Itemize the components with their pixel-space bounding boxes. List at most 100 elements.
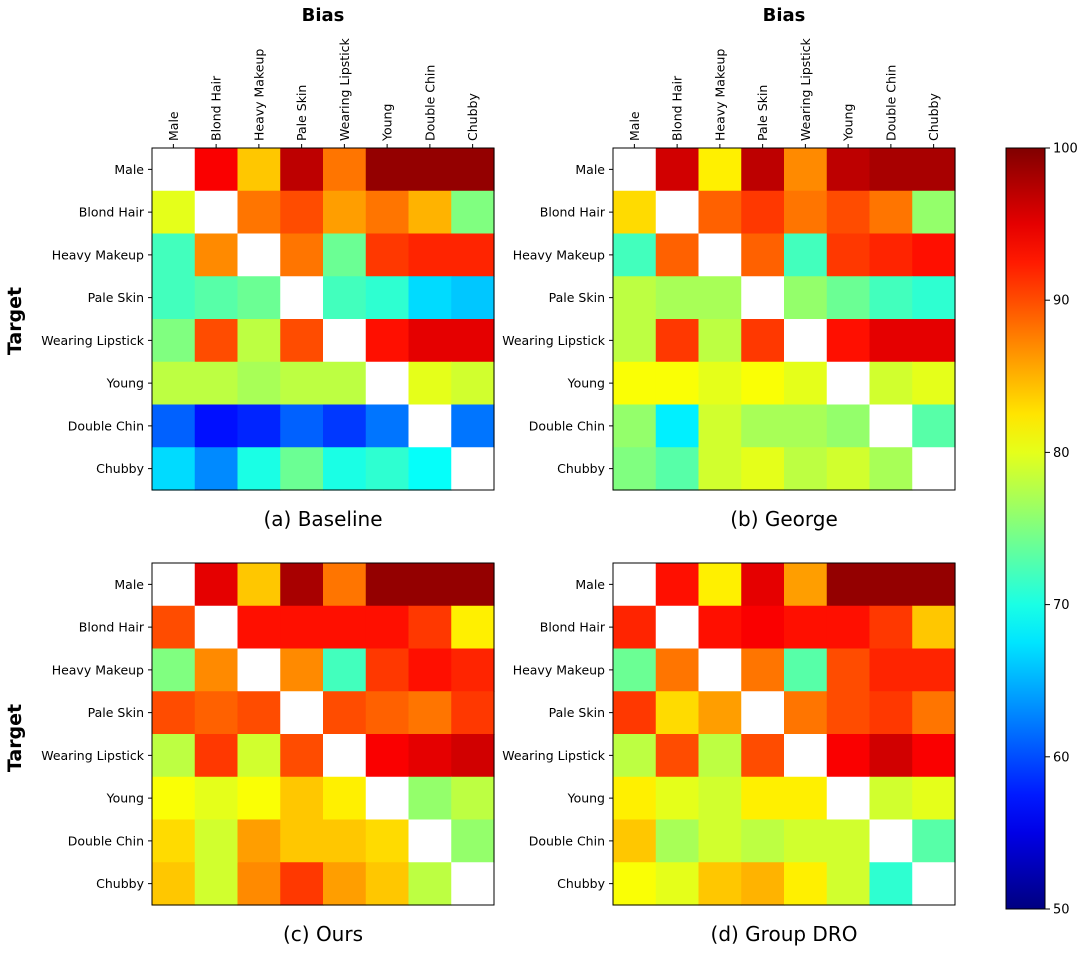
heatmap-cell <box>152 190 196 235</box>
heatmap-cell <box>451 605 495 650</box>
heatmap-cell <box>323 319 367 363</box>
heatmap-cell <box>655 319 700 363</box>
heatmap-cell <box>408 819 452 863</box>
heatmap-cell <box>869 563 913 607</box>
heatmap-cell <box>365 319 410 363</box>
colorbar-tick-label: 80 <box>1053 446 1070 461</box>
heatmap-cell <box>912 734 956 778</box>
y-tick-label: Double Chin <box>68 833 144 848</box>
heatmap-cell <box>869 190 913 235</box>
heatmap-cell <box>280 233 324 277</box>
heatmap-cell <box>365 563 410 607</box>
heatmap-cell <box>912 190 956 235</box>
heatmap-cell <box>912 605 956 650</box>
heatmap-cell <box>784 734 828 778</box>
heatmap-cell <box>280 563 324 607</box>
heatmap-cell <box>408 734 452 778</box>
heatmap-cell <box>237 648 281 692</box>
heatmap-cell <box>826 605 871 650</box>
heatmap-cell <box>698 190 742 235</box>
heatmap-cell <box>869 404 913 448</box>
colorbar-tick-label: 70 <box>1053 598 1070 613</box>
heatmap-cell <box>152 233 196 277</box>
heatmap-cell <box>365 447 410 491</box>
heatmap-cell <box>323 819 367 863</box>
heatmap-cell <box>194 563 239 607</box>
heatmap-cell <box>280 734 324 778</box>
heatmap-cell <box>655 563 700 607</box>
heatmap-cell <box>237 447 281 491</box>
y-tick-label: Heavy Makeup <box>52 247 144 262</box>
heatmap-cell <box>408 862 452 906</box>
heatmap-cell <box>613 233 657 277</box>
x-tick-label: Pale Skin <box>294 85 309 141</box>
heatmap-cell <box>698 233 742 277</box>
heatmap-cell <box>912 447 956 491</box>
heatmap-cell <box>237 276 281 320</box>
heatmap-cell <box>323 648 367 692</box>
heatmap-cell <box>826 648 871 692</box>
heatmap-cell <box>237 819 281 863</box>
heatmap-cell <box>451 734 495 778</box>
x-tick-label: Young <box>841 104 856 142</box>
y-tick-label: Male <box>575 162 605 177</box>
y-tick-label: Double Chin <box>529 418 605 433</box>
y-tick-label: Pale Skin <box>88 290 144 305</box>
y-tick-label: Chubby <box>96 876 144 891</box>
y-tick-label: Chubby <box>557 461 605 476</box>
heatmap-cell <box>194 734 239 778</box>
heatmap-cell <box>869 361 913 406</box>
heatmap-cell <box>741 563 785 607</box>
heatmap-cell <box>451 148 495 192</box>
heatmap-cell <box>826 404 871 448</box>
heatmap-cell <box>323 361 367 406</box>
heatmap-cell <box>741 447 785 491</box>
heatmap-cell <box>698 819 742 863</box>
heatmap-cell <box>784 447 828 491</box>
heatmap-cell <box>869 734 913 778</box>
heatmap-cell <box>655 361 700 406</box>
x-tick-label: Male <box>166 111 181 141</box>
heatmap-cell <box>741 862 785 906</box>
heatmap-cell <box>152 691 196 735</box>
y-tick-label: Chubby <box>557 876 605 891</box>
heatmap-cell <box>741 233 785 277</box>
heatmap-cell <box>152 563 196 607</box>
heatmap-cell <box>280 862 324 906</box>
heatmap-cell <box>280 276 324 320</box>
heatmap-cell <box>365 605 410 650</box>
heatmap-cell <box>365 190 410 235</box>
heatmap-cell <box>698 563 742 607</box>
colorbar-tick-label: 100 <box>1053 142 1078 157</box>
heatmap-cell <box>784 361 828 406</box>
y-tick-label: Young <box>106 791 144 806</box>
heatmap-cell <box>613 447 657 491</box>
heatmap-cell <box>869 447 913 491</box>
heatmap-cell <box>698 447 742 491</box>
heatmap-cell <box>912 319 956 363</box>
heatmap-cell <box>323 776 367 821</box>
heatmap-cell <box>613 734 657 778</box>
heatmap-cell <box>152 319 196 363</box>
heatmap-cell <box>194 648 239 692</box>
heatmap-cell <box>826 691 871 735</box>
heatmap-cell <box>655 148 700 192</box>
y-tick-label: Wearing Lipstick <box>502 748 606 763</box>
heatmap-cell <box>280 776 324 821</box>
heatmap-cell <box>741 404 785 448</box>
y-tick-label: Young <box>567 791 605 806</box>
heatmap-cell <box>613 605 657 650</box>
heatmap-cell <box>613 190 657 235</box>
heatmap-cell <box>365 691 410 735</box>
heatmap-cell <box>451 190 495 235</box>
heatmap-cell <box>784 691 828 735</box>
heatmap-cell <box>613 361 657 406</box>
heatmap-cell <box>613 404 657 448</box>
heatmap-cell <box>912 862 956 906</box>
heatmap-cell <box>237 148 281 192</box>
heatmap-cell <box>194 776 239 821</box>
y-tick-label: Double Chin <box>68 418 144 433</box>
heatmap-cell <box>194 233 239 277</box>
heatmap-cell <box>451 361 495 406</box>
heatmap-cell <box>869 319 913 363</box>
